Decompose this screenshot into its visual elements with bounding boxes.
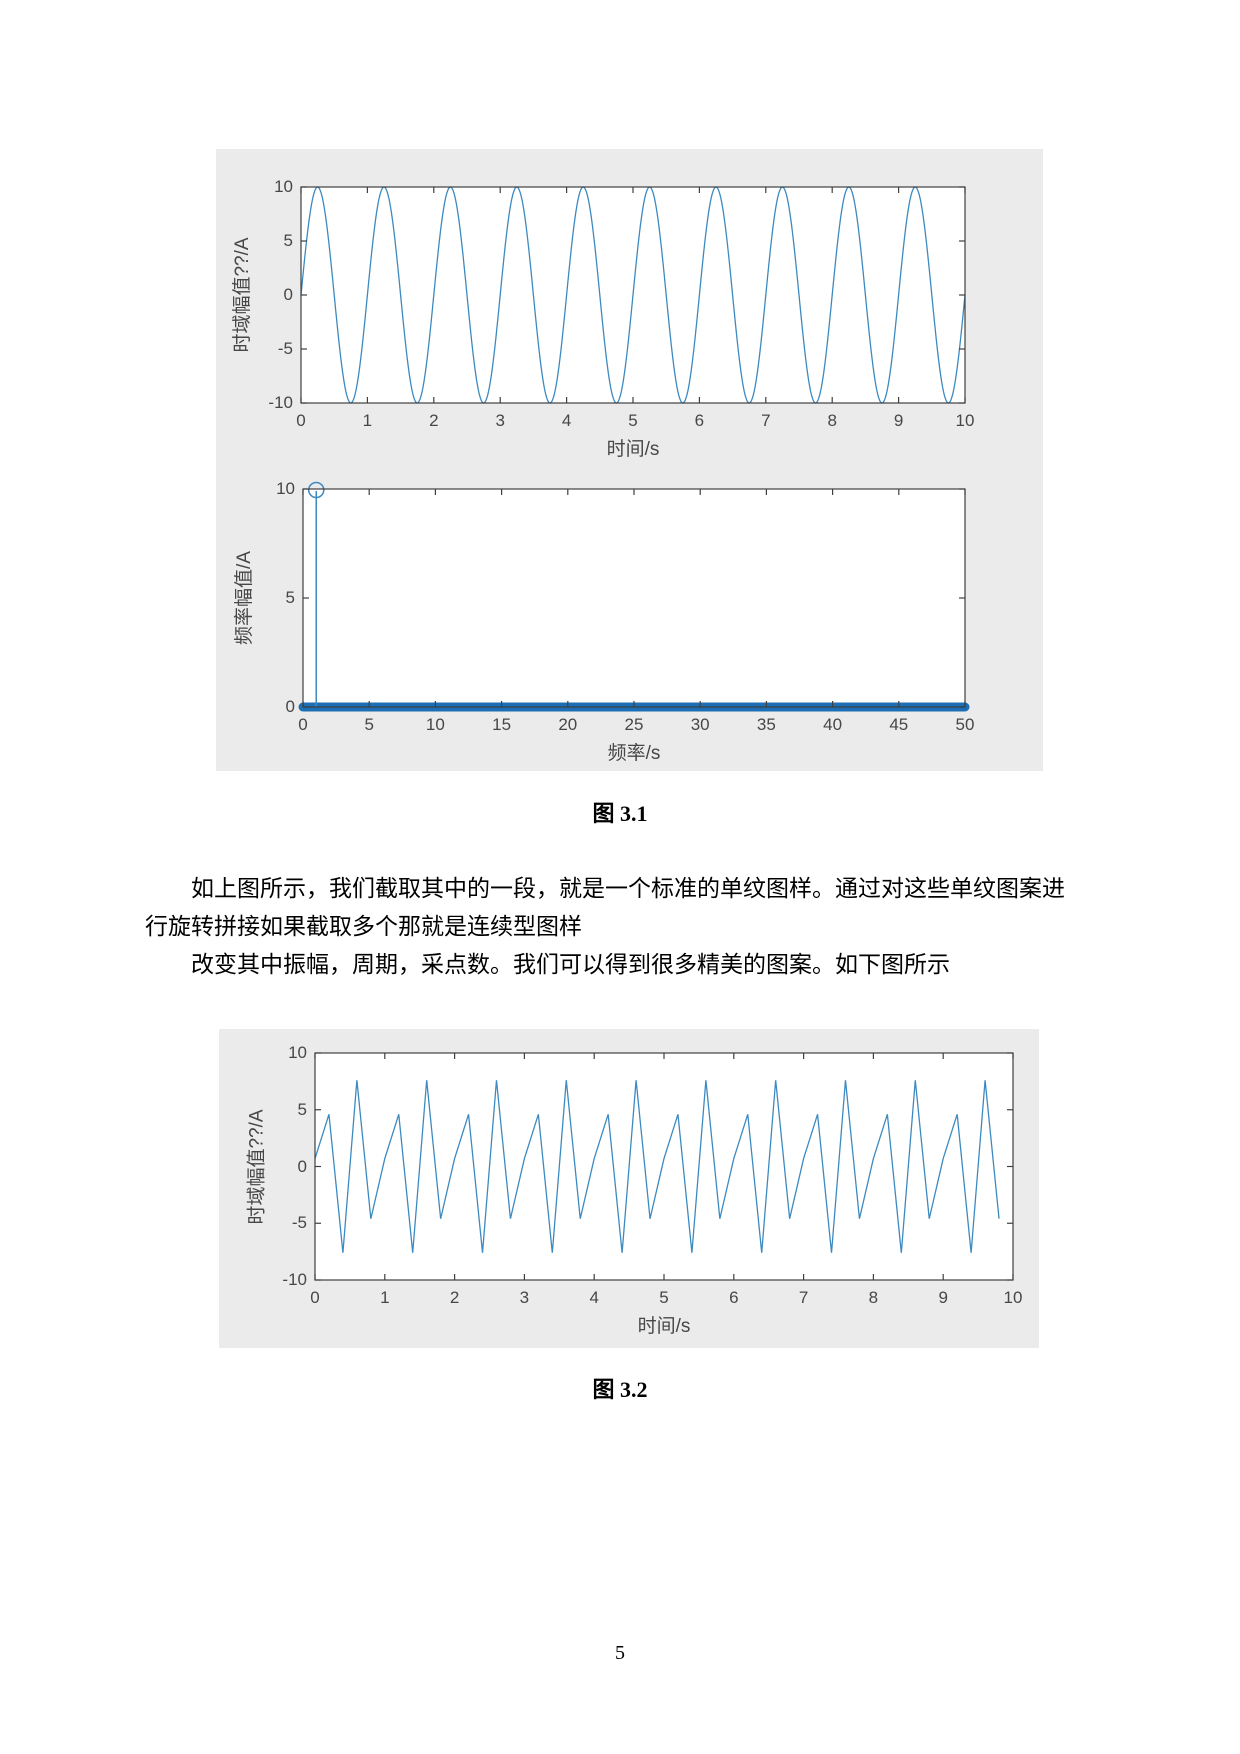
x-tick-label: 5	[628, 411, 638, 430]
x-tick-label: 7	[798, 1288, 809, 1307]
pattern-chart: 0 1 2 3 4 5 6 7 8 9 10 10 5 0 -5 -10 时间/s 时域幅值??/A	[219, 1029, 1039, 1348]
x-axis-label: 频率/s	[607, 743, 661, 764]
x-tick-label: 9	[893, 411, 904, 430]
x-tick-label: 9	[938, 1288, 948, 1307]
figure-3-1-caption: 图 3.1	[592, 801, 648, 826]
x-tick-label: 6	[694, 411, 705, 430]
y-axis-label: 频率幅值/A	[234, 551, 255, 645]
y-tick-label: 10	[288, 1043, 307, 1062]
pattern-plot	[314, 1052, 1014, 1281]
x-tick-label: 5	[364, 715, 374, 734]
x-tick-label: 15	[492, 715, 512, 734]
x-tick-label: 3	[495, 411, 505, 430]
x-tick-label: 1	[362, 411, 373, 430]
x-tick-label: 0	[310, 1288, 320, 1307]
y-tick-label: 0	[285, 697, 295, 716]
frequency-spectrum-plot	[298, 481, 970, 712]
x-tick-label: 6	[729, 1288, 739, 1307]
time-domain-plot	[300, 186, 966, 404]
x-tick-label: 3	[519, 1288, 530, 1307]
y-tick-label: -10	[268, 393, 293, 412]
x-tick-label: 10	[955, 411, 975, 430]
body-paragraph: 如上图所示，我们截取其中的一段，就是一个标准的单纹图样。通过对这些单纹图案进 行…	[145, 869, 1105, 983]
y-tick-label: -5	[291, 1213, 307, 1233]
y-tick-label: 5	[283, 231, 293, 250]
x-tick-label: 25	[624, 715, 644, 734]
x-tick-label: 40	[823, 715, 843, 734]
x-tick-label: 8	[827, 411, 837, 430]
y-tick-label: 10	[276, 479, 295, 498]
x-tick-label: 20	[558, 715, 578, 734]
figure-3-2-caption: 图 3.2	[592, 1377, 648, 1402]
x-axis-label: 时间/s	[606, 439, 660, 460]
y-tick-label: -10	[282, 1270, 307, 1289]
y-tick-label: 10	[274, 177, 293, 196]
x-tick-label: 10	[1003, 1288, 1023, 1307]
y-axis-label: 时域幅值??/A	[246, 1108, 267, 1225]
paragraph-line-2: 行旋转拼接如果截取多个那就是连续型图样	[145, 913, 582, 939]
x-tick-label: 8	[868, 1288, 879, 1307]
x-tick-label: 2	[449, 1288, 460, 1307]
x-tick-label: 35	[756, 715, 776, 734]
x-tick-label: 2	[429, 411, 439, 430]
y-tick-label: 5	[297, 1099, 307, 1119]
time-domain-chart: 0 1 2 3 4 5 6 7 8 9 10 10 5 0 -5 -10 时间/s 时域幅值??/A	[216, 149, 1043, 771]
x-tick-label: 10	[425, 715, 445, 734]
y-tick-label: 5	[285, 588, 295, 607]
figure-3-1-image: 0 1 2 3 4 5 6 7 8 9 10 10 5 0 -5 -10 时间/s 时域幅值??/A 0 5 10 15…	[216, 149, 1043, 771]
x-tick-label: 1	[380, 1288, 390, 1307]
x-tick-label: 30	[690, 715, 710, 734]
y-tick-label: 0	[297, 1156, 307, 1176]
frequency-spectrum-chart: 0 5 10 15 20 25 30 35 40 45 50 0 5 10 频率/s 频率幅值/A	[216, 149, 1043, 771]
x-tick-label: 4	[589, 1288, 599, 1307]
paragraph-line-3: 改变其中振幅，周期，采点数。我们可以得到很多精美的图案。如下图所示	[191, 951, 950, 977]
x-axis-label: 时间/s	[637, 1316, 691, 1337]
y-tick-label: -5	[277, 339, 293, 358]
x-tick-label: 0	[296, 411, 306, 430]
x-tick-label: 50	[955, 715, 975, 734]
x-tick-label: 7	[761, 411, 771, 430]
figure-3-2-image: 0 1 2 3 4 5 6 7 8 9 10 10 5 0 -5 -10 时间/s 时域幅值??/A	[219, 1029, 1039, 1348]
x-tick-label: 0	[298, 715, 308, 734]
paragraph-line-1: 如上图所示，我们截取其中的一段，就是一个标准的单纹图样。通过对这些单纹图案进	[191, 875, 1065, 901]
x-tick-label: 4	[561, 411, 572, 430]
x-tick-label: 5	[659, 1288, 669, 1307]
y-tick-label: 0	[283, 285, 293, 304]
x-tick-label: 45	[889, 715, 909, 734]
page-number: 5	[615, 1642, 625, 1664]
